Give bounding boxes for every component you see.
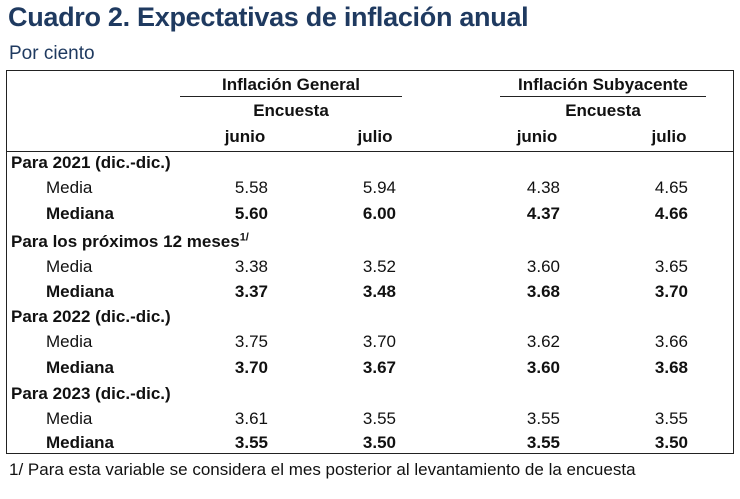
table-cell: 5.60 — [234, 204, 268, 223]
row-label-mediana: Mediana — [46, 358, 115, 377]
table-frame — [6, 70, 734, 454]
table-cell: 3.37 — [234, 282, 268, 301]
section-heading: Para 2022 (dic.-dic.) — [11, 307, 171, 326]
table-cell: 3.62 — [526, 332, 560, 351]
table-cell: 3.70 — [234, 358, 268, 377]
table-cell: 3.50 — [654, 433, 688, 452]
table-cell: 4.38 — [526, 178, 560, 197]
table-cell: 3.70 — [362, 332, 396, 351]
table-cell: 3.52 — [362, 257, 396, 276]
row-label-media: Media — [46, 178, 93, 197]
table-cell: 3.55 — [526, 433, 560, 452]
col-header-general-julio: julio — [357, 127, 393, 146]
group-underline-subyacente — [500, 96, 706, 97]
table-cell: 3.50 — [362, 433, 396, 452]
table-cell: 3.68 — [654, 358, 688, 377]
table-cell: 3.65 — [654, 257, 688, 276]
footnote-marker: 1/ — [239, 231, 249, 244]
table-cell: 4.66 — [654, 204, 688, 223]
table-cell: 6.00 — [362, 204, 396, 223]
table-cell: 3.48 — [362, 282, 396, 301]
table-cell: 4.37 — [526, 204, 560, 223]
footnote: 1/ Para esta variable se considera el me… — [9, 460, 636, 479]
group-subheader-subyacente: Encuesta — [565, 101, 641, 120]
table-cell: 3.68 — [526, 282, 560, 301]
table-cell: 3.55 — [654, 409, 688, 428]
table-cell: 3.60 — [526, 257, 560, 276]
col-header-subyacente-julio: julio — [651, 127, 687, 146]
section-heading: Para 2023 (dic.-dic.) — [11, 384, 171, 403]
header-bottom-rule — [6, 151, 734, 152]
section-heading: Para 2021 (dic.-dic.) — [11, 153, 171, 172]
table-title: Cuadro 2. Expectativas de inflación anua… — [8, 2, 529, 32]
table-cell: 3.55 — [362, 409, 396, 428]
table-cell: 5.94 — [362, 178, 396, 197]
table-cell: 3.70 — [654, 282, 688, 301]
table-cell: 3.66 — [654, 332, 688, 351]
row-label-mediana: Mediana — [46, 433, 115, 452]
table-subtitle: Por ciento — [9, 43, 95, 64]
row-label-mediana: Mediana — [46, 282, 115, 301]
table-cell: 4.65 — [654, 178, 688, 197]
table-cell: 3.67 — [362, 358, 396, 377]
table-cell: 3.55 — [234, 433, 268, 452]
col-header-subyacente-junio: junio — [516, 127, 558, 146]
table-cell: 3.55 — [526, 409, 560, 428]
table-cell: 5.58 — [234, 178, 268, 197]
row-label-mediana: Mediana — [46, 204, 115, 223]
table-cell: 3.75 — [234, 332, 268, 351]
section-heading: Para los próximos 12 meses1/ — [11, 231, 249, 251]
group-underline-general — [180, 96, 402, 97]
row-label-media: Media — [46, 257, 93, 276]
row-label-media: Media — [46, 332, 93, 351]
table-cell: 3.60 — [526, 358, 560, 377]
col-header-general-junio: junio — [224, 127, 266, 146]
table-cell: 3.38 — [234, 257, 268, 276]
table-cell: 3.61 — [234, 409, 268, 428]
row-label-media: Media — [46, 409, 93, 428]
group-header-subyacente: Inflación Subyacente — [517, 75, 689, 94]
group-subheader-general: Encuesta — [253, 101, 329, 120]
group-header-general: Inflación General — [222, 75, 360, 94]
